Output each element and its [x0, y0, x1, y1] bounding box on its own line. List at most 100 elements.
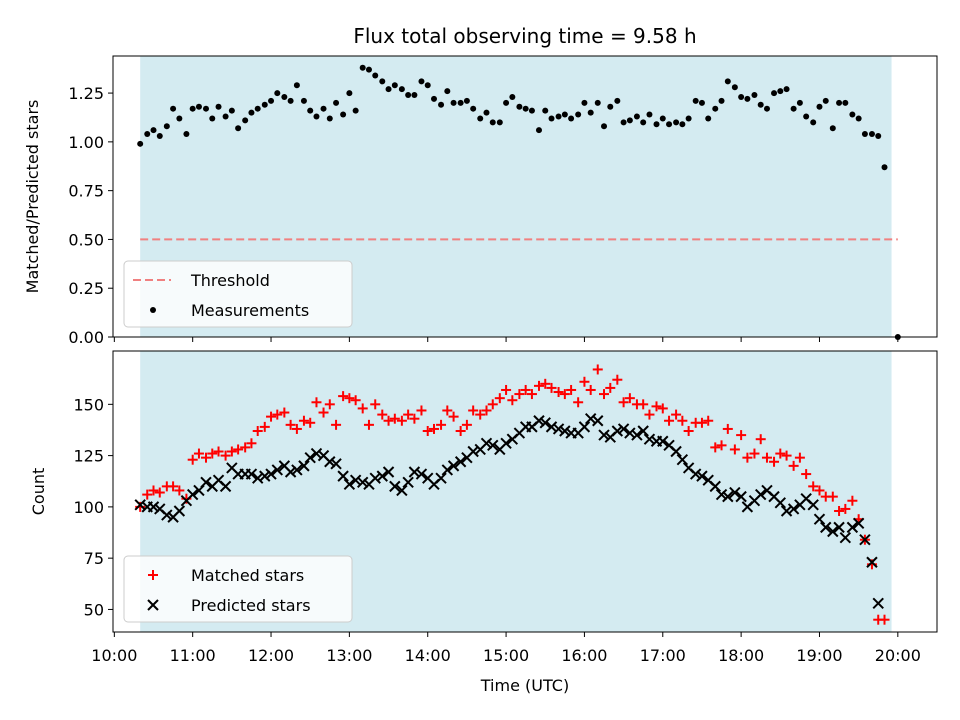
plus-marker — [428, 423, 439, 434]
y-tick-label: 100 — [73, 498, 104, 517]
plus-marker — [259, 421, 270, 432]
plus-marker — [285, 419, 296, 430]
data-point — [659, 115, 666, 122]
plus-marker — [422, 425, 433, 436]
x-marker — [402, 476, 414, 488]
y-tick-label: 1.00 — [68, 133, 104, 152]
data-point — [542, 107, 549, 114]
plus-marker — [573, 397, 584, 408]
x-marker — [147, 599, 159, 611]
plus-marker — [657, 403, 668, 414]
series-measurements — [137, 64, 888, 171]
plus-marker — [840, 503, 851, 514]
data-point — [235, 125, 242, 132]
data-point — [646, 111, 653, 118]
x-marker — [389, 480, 401, 493]
plus-marker — [514, 389, 525, 400]
plus-marker — [468, 405, 479, 416]
plus-marker — [703, 415, 714, 426]
legend-label: Matched stars — [191, 566, 304, 585]
x-marker — [807, 499, 819, 511]
x-marker — [545, 421, 558, 433]
x-tick-label: 16:00 — [561, 646, 607, 665]
x-marker — [676, 454, 689, 466]
plus-marker — [494, 393, 505, 404]
plus-marker — [318, 407, 329, 418]
y-tick-label: 50 — [84, 600, 104, 619]
plus-marker — [291, 423, 302, 434]
plus-marker — [279, 407, 290, 418]
y-axis-title: Count — [29, 468, 48, 516]
plus-marker — [389, 413, 400, 424]
data-point — [718, 97, 725, 104]
x-marker — [408, 466, 421, 478]
x-marker — [310, 447, 323, 460]
data-point — [796, 99, 803, 106]
data-point — [398, 86, 405, 93]
data-point — [673, 119, 680, 126]
plus-marker — [409, 413, 420, 424]
x-marker — [839, 531, 852, 544]
data-point — [248, 109, 255, 116]
chart-title: Flux total observing time = 9.58 h — [353, 24, 696, 48]
data-point — [822, 97, 829, 104]
x-tick-label: 12:00 — [248, 646, 294, 665]
data-point — [771, 90, 778, 97]
plus-marker — [377, 409, 388, 420]
x-marker — [376, 470, 388, 482]
data-point — [842, 99, 849, 106]
x-tick-label: 15:00 — [483, 646, 529, 665]
plus-marker — [266, 411, 277, 422]
x-marker — [291, 464, 303, 476]
data-point — [757, 101, 764, 108]
data-point — [836, 99, 843, 106]
data-point — [385, 86, 392, 93]
data-point — [293, 82, 300, 89]
data-point — [391, 82, 398, 89]
legend-label: Predicted stars — [191, 596, 311, 615]
plus-marker — [448, 411, 459, 422]
data-point — [685, 115, 692, 122]
data-point — [810, 119, 817, 126]
plus-marker — [775, 448, 786, 459]
plus-marker — [671, 409, 682, 420]
data-point — [176, 115, 183, 122]
y-tick-label: 0.50 — [68, 230, 104, 249]
x-marker — [161, 509, 173, 521]
data-point — [522, 105, 529, 112]
data-point — [281, 93, 288, 100]
data-point — [365, 66, 372, 73]
plus-marker — [749, 448, 760, 459]
data-point — [724, 78, 731, 85]
data-point — [405, 92, 412, 99]
plus-marker — [357, 403, 368, 414]
x-marker — [173, 505, 186, 517]
plus-marker — [847, 495, 858, 506]
x-marker — [820, 521, 832, 534]
plus-marker — [272, 409, 283, 420]
plus-marker — [736, 430, 747, 441]
ratio-panel: 0.00 0.25 0.50 0.75 1.00 1.25 Matched/Predicte… — [23, 55, 938, 347]
x-marker — [696, 470, 708, 482]
legend-label: Measurements — [191, 301, 309, 320]
data-point — [607, 103, 614, 110]
x-marker — [846, 521, 859, 534]
plus-marker — [363, 419, 374, 430]
plus-marker — [487, 399, 498, 410]
data-point — [137, 140, 144, 147]
x-marker — [852, 517, 865, 529]
data-point — [163, 123, 170, 130]
data-point — [640, 119, 647, 126]
x-marker — [298, 460, 310, 472]
plus-marker — [311, 397, 322, 408]
x-marker — [343, 478, 356, 491]
plus-marker — [193, 448, 204, 459]
x-marker — [670, 445, 682, 458]
data-point — [268, 97, 275, 104]
plus-marker — [624, 393, 635, 404]
data-point — [763, 105, 770, 112]
plus-marker — [526, 389, 537, 400]
data-point — [575, 111, 582, 118]
data-point — [228, 107, 235, 114]
data-point — [424, 82, 431, 89]
